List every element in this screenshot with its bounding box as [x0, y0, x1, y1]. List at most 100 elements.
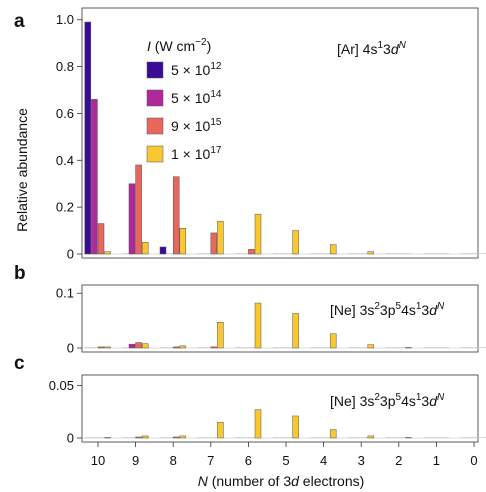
- bar-panel-c-s3-n9: [141, 435, 149, 439]
- panel-a-annotation: [Ar] 4s13dN: [337, 40, 407, 57]
- bar-panel-b-s1-n5: [279, 347, 286, 348]
- bar-panel-b-s1-n1: [429, 347, 436, 348]
- bar-panel-c-s2-n5: [286, 437, 292, 438]
- bar-panel-a-s3-n4: [329, 244, 337, 255]
- bar-panel-b-s0-n3: [348, 347, 354, 348]
- bar-panel-c-s0-n10: [84, 437, 91, 438]
- bar-panel-c-s1-n0: [467, 437, 474, 438]
- panel-a-ytick-label: 0.2: [56, 200, 74, 215]
- bar-panel-c-s2-n6: [248, 437, 255, 438]
- panel-c-letter: c: [14, 353, 25, 374]
- bar-panel-b-s3-n5: [292, 313, 299, 349]
- bar-panel-a-s2-n5: [286, 253, 292, 254]
- bar-panel-a-s2-n7: [210, 232, 218, 255]
- bar-panel-a-s0-n8: [159, 246, 167, 255]
- bar-panel-a-s0-n6: [235, 253, 242, 254]
- bar-panel-b-s3-n3: [367, 344, 375, 349]
- bar-panel-c-s1-n9: [129, 437, 135, 438]
- panel-c-frame: [81, 374, 479, 443]
- bar-panel-a-s3-n8: [179, 227, 187, 255]
- bar-panel-a-s3-n6: [254, 213, 262, 255]
- panel-c-annotation: [Ne] 3s23p54s13dN: [330, 392, 445, 409]
- bar-panel-a-s0-n2: [385, 253, 392, 254]
- bar-panel-c-s3-n10: [104, 437, 111, 439]
- bar-panel-a-s0-n4: [310, 253, 317, 254]
- panel-a-ytick-label: 0: [67, 247, 74, 262]
- bar-panel-c-s2-n7: [210, 437, 217, 438]
- bar-panel-b-s0-n10: [84, 347, 91, 348]
- bar-panel-a-s1-n6: [241, 253, 248, 254]
- bar-panel-b-s2-n3: [361, 347, 368, 348]
- bar-panel-b-s3-n10: [104, 346, 111, 349]
- bar-panel-b-s3-n2: [405, 347, 412, 349]
- bar-panel-a-s1-n4: [317, 253, 323, 254]
- panel-a-frame: [81, 7, 479, 259]
- xtick-label-7: 7: [207, 453, 214, 468]
- panel-a-ytick-label: 0.4: [56, 153, 74, 168]
- bar-panel-c-s3-n1: [443, 437, 449, 438]
- bar-panel-c-s0-n3: [348, 437, 354, 438]
- bar-panel-b-s2-n8: [172, 346, 180, 349]
- panel-c-ytick-label: 0: [67, 431, 74, 446]
- bar-panel-a-s1-n9: [128, 183, 136, 255]
- bar-panel-a-s0-n9: [122, 253, 129, 254]
- bar-panel-b-s0-n7: [197, 347, 204, 348]
- legend: I (W cm−2) 5 × 1012 5 × 1014 9 × 1015 1 × 1…: [146, 37, 222, 163]
- bar-panel-c-s2-n8: [172, 436, 180, 439]
- bar-panel-a-s2-n2: [398, 253, 405, 254]
- bar-panel-a-s0-n7: [197, 253, 204, 254]
- bar-panel-c-s3-n8: [179, 435, 187, 439]
- y-axis-title: Relative abundance: [14, 108, 30, 232]
- bar-panel-b-s3-n4: [329, 333, 337, 349]
- bar-panel-c-s2-n2: [398, 437, 405, 438]
- bar-panel-a-s2-n10: [97, 223, 105, 255]
- bar-panel-a-s3-n10: [104, 251, 111, 255]
- bar-panel-a-s3-n0: [480, 253, 486, 254]
- bar-panel-b-s2-n4: [323, 347, 330, 348]
- bar-panel-a-s2-n9: [135, 164, 142, 255]
- bar-panel-b-s2-n10: [97, 346, 105, 349]
- panel-b-annotation: [Ne] 3s23p54s13dN: [330, 301, 445, 318]
- bar-panel-a-s3-n7: [217, 220, 224, 255]
- bar-panel-a-s1-n7: [204, 253, 211, 254]
- bar-panel-a-s1-n1: [429, 253, 436, 254]
- bar-panel-b-s2-n6: [248, 347, 255, 348]
- bar-panel-c-s3-n3: [367, 435, 375, 439]
- xtick-label-5: 5: [282, 453, 289, 468]
- bar-panel-a-s1-n8: [166, 253, 173, 254]
- bar-panel-c-s2-n9: [135, 436, 142, 439]
- xtick-label-0: 0: [470, 453, 477, 468]
- bar-panel-b-s0-n1: [423, 347, 430, 348]
- bar-panel-b-s3-n9: [141, 343, 149, 349]
- bar-panel-c-s1-n8: [166, 437, 173, 438]
- bar-panel-b-s3-n7: [217, 322, 224, 349]
- bar-panel-b-s0-n8: [160, 347, 166, 348]
- bar-panel-b-s1-n10: [91, 347, 98, 348]
- bar-panel-c-s3-n6: [254, 409, 262, 439]
- bar-panel-a-s1-n3: [354, 253, 361, 254]
- bar-panel-a-s0-n10: [84, 21, 92, 255]
- bar-panel-a-s2-n6: [248, 249, 255, 255]
- bar-panel-b-s1-n7: [204, 347, 211, 348]
- bar-panel-c-s0-n0: [460, 437, 467, 438]
- bar-panel-b-s2-n5: [286, 347, 292, 348]
- legend-label-0: 5 × 1012: [171, 61, 222, 78]
- bar-panel-c-s2-n1: [436, 437, 443, 438]
- bar-panel-a-s0-n5: [272, 253, 279, 254]
- bar-panel-b-s3-n1: [443, 347, 449, 348]
- xtick-label-6: 6: [245, 453, 252, 468]
- bar-panel-c-s0-n6: [235, 437, 242, 438]
- bar-panel-a-s0-n1: [423, 253, 430, 254]
- bar-panel-a-s3-n1: [443, 253, 449, 254]
- legend-label-3: 1 × 1017: [171, 145, 222, 162]
- bar-panel-a-s1-n5: [279, 253, 286, 254]
- panel-b-ytick-label: 0: [67, 341, 74, 356]
- bar-panel-c-s2-n0: [474, 437, 480, 438]
- bar-panel-c-s0-n9: [122, 437, 129, 438]
- legend-swatch-1: [146, 89, 164, 107]
- xtick-label-8: 8: [170, 453, 177, 468]
- bar-panel-c-s0-n2: [385, 437, 392, 438]
- bar-panel-a-s3-n3: [367, 251, 375, 255]
- bar-panel-b-s1-n9: [128, 343, 136, 349]
